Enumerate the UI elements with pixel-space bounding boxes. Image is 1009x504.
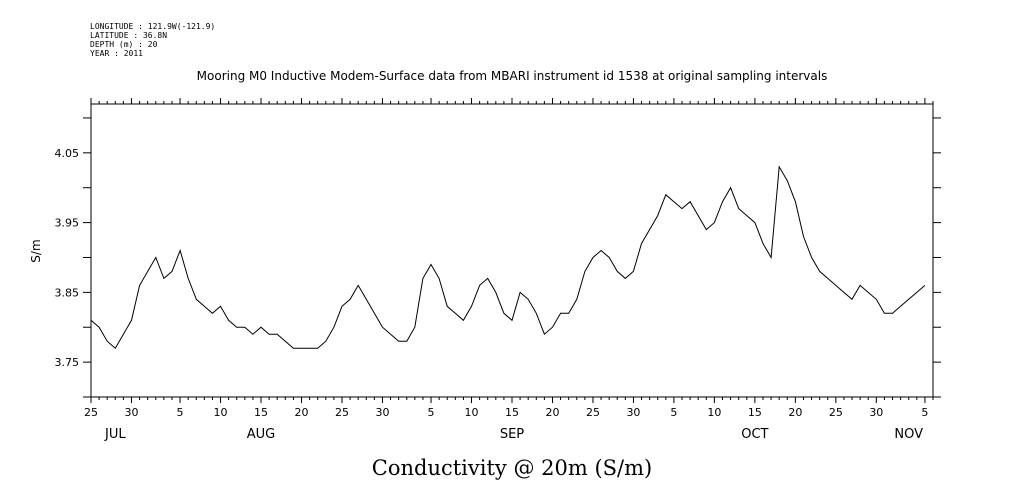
x-tick-label: 30: [869, 406, 883, 419]
plot-frame: [90, 103, 934, 398]
metadata-block: LONGITUDE : 121.9W(-121.9) LATITUDE : 36…: [90, 22, 215, 58]
x-tick-label: 25: [829, 406, 843, 419]
x-tick-label: 30: [124, 406, 138, 419]
month-label: NOV: [894, 427, 923, 442]
x-tick-label: 25: [335, 406, 349, 419]
month-label: JUL: [104, 427, 126, 442]
longitude-label: LONGITUDE : 121.9W(-121.9): [90, 22, 216, 31]
x-axis-label: Conductivity @ 20m (S/m): [372, 456, 652, 480]
y-tick-label: 3.95: [55, 217, 80, 230]
x-tick-label: 15: [254, 406, 268, 419]
x-tick-label: 10: [214, 406, 228, 419]
x-tick-label: 20: [295, 406, 309, 419]
x-tick-label: 15: [505, 406, 519, 419]
x-tick-labels: 25 30 5 10 15 20 25 30 5 10 15 20 25 30 5 10 15 20 25 30 5: [84, 406, 928, 419]
x-tick-label: 5: [921, 406, 928, 419]
x-tick-label: 30: [375, 406, 389, 419]
x-tick-label: 20: [545, 406, 559, 419]
x-tick-label: 5: [428, 406, 435, 419]
x-ticks: [90, 98, 934, 403]
x-tick-label: 25: [84, 406, 98, 419]
month-label: AUG: [247, 427, 275, 442]
x-tick-label: 25: [586, 406, 600, 419]
depth-label: DEPTH (m) : 20: [90, 40, 158, 49]
y-tick-labels: 3.75 3.85 3.95 4.05: [55, 147, 80, 369]
year-label: YEAR : 2011: [90, 49, 143, 58]
x-tick-label: 10: [707, 406, 721, 419]
x-tick-label: 5: [670, 406, 677, 419]
latitude-label: LATITUDE : 36.8N: [90, 31, 168, 40]
y-axis-label: S/m: [29, 239, 43, 262]
month-label: OCT: [741, 427, 768, 442]
x-tick-label: 15: [748, 406, 762, 419]
series-group: [90, 165, 926, 349]
y-ticks: [83, 117, 941, 398]
x-tick-label: 5: [177, 406, 184, 419]
chart-title: Mooring M0 Inductive Modem-Surface data …: [197, 69, 828, 83]
y-tick-label: 3.75: [55, 356, 80, 369]
y-tick-label: 3.85: [55, 286, 80, 299]
month-labels: JUL AUG SEP OCT NOV: [104, 427, 923, 442]
x-tick-label: 10: [465, 406, 479, 419]
series-line: [90, 165, 926, 349]
y-tick-label: 4.05: [55, 147, 80, 160]
x-tick-label: 20: [788, 406, 802, 419]
x-tick-label: 30: [626, 406, 640, 419]
month-label: SEP: [500, 427, 524, 442]
